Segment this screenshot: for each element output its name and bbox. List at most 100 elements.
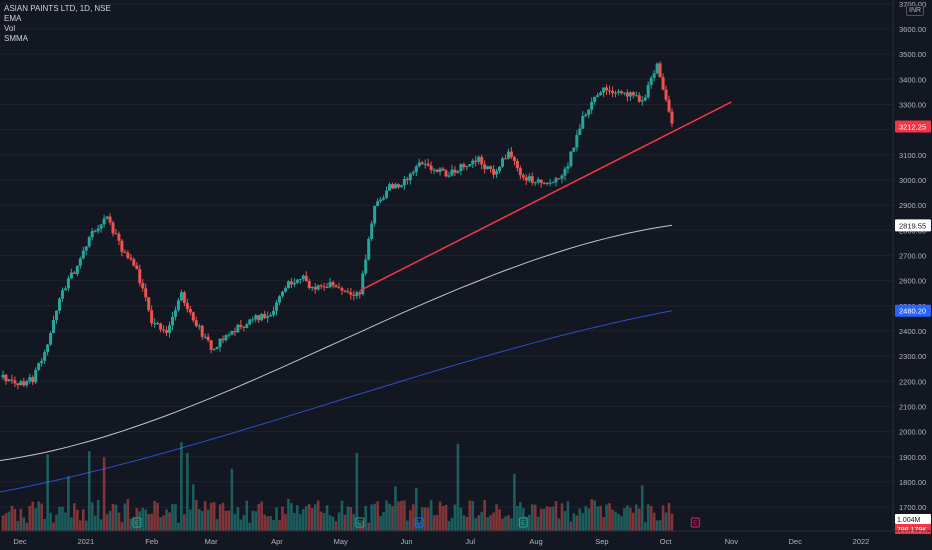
price-tick-label: 1700.00 xyxy=(899,503,926,512)
price-tick-label: 3000.00 xyxy=(899,176,926,185)
candle-body xyxy=(581,116,585,129)
ema-line xyxy=(0,224,673,461)
volume-bar xyxy=(129,518,133,531)
volume-bar xyxy=(22,517,26,531)
candle-body xyxy=(263,313,267,318)
candle-body xyxy=(165,330,169,333)
candle-body xyxy=(34,369,38,383)
candle-body xyxy=(646,84,650,98)
volume-bar xyxy=(31,501,35,531)
volume-bar xyxy=(477,515,481,531)
volume-bar xyxy=(84,520,88,531)
candle-body xyxy=(156,323,160,325)
candle-body xyxy=(512,157,516,161)
candle-body xyxy=(55,310,59,320)
currency-badge[interactable]: INR xyxy=(906,5,925,16)
volume-bar xyxy=(420,507,424,531)
candle-body xyxy=(63,288,67,291)
candle-body xyxy=(367,238,371,260)
volume-bar xyxy=(319,511,323,531)
volume-bar xyxy=(435,514,439,531)
legend-ema[interactable]: EMA xyxy=(4,14,22,23)
candle-body xyxy=(227,334,231,336)
price-badge-label: 3212.25 xyxy=(899,123,926,132)
volume-bar xyxy=(141,507,145,531)
candle-body xyxy=(622,92,626,94)
volume-bar xyxy=(254,511,258,531)
volume-bar xyxy=(530,504,534,531)
volume-bar xyxy=(533,504,537,531)
candle-body xyxy=(206,336,210,341)
volume-bar xyxy=(299,514,302,531)
volume-bar xyxy=(105,514,109,531)
volume-bar xyxy=(578,508,582,531)
candle-body xyxy=(459,164,463,172)
volume-bar xyxy=(605,504,608,531)
candle-body xyxy=(28,377,32,382)
candle-body xyxy=(179,292,183,301)
volume-bar xyxy=(239,519,243,531)
candle-body xyxy=(224,335,228,341)
chart-legend: ASIAN PAINTS LTD, 1D, NSE EMA Vol SMMA xyxy=(4,4,111,44)
event-marker-label: E xyxy=(521,520,526,527)
price-tick-label: 3600.00 xyxy=(899,25,926,34)
volume-bar xyxy=(168,512,171,531)
legend-smma[interactable]: SMMA xyxy=(4,34,28,43)
candle-body xyxy=(634,95,638,97)
volume-bar xyxy=(275,507,278,531)
price-tick-label: 2100.00 xyxy=(899,402,926,411)
legend-symbol[interactable]: ASIAN PAINTS LTD, 1D, NSE xyxy=(4,4,111,13)
candle-body xyxy=(10,379,14,381)
time-tick-label: Feb xyxy=(145,537,158,546)
candle-body xyxy=(7,379,11,382)
volume-bar xyxy=(501,518,504,531)
candle-body xyxy=(655,63,659,74)
volume-bar xyxy=(328,515,332,531)
candle-body xyxy=(138,269,142,284)
volume-bar xyxy=(465,516,469,531)
volume-bar xyxy=(590,499,594,531)
candle-body xyxy=(527,176,531,181)
candle-body xyxy=(346,291,350,293)
candle-body xyxy=(75,265,79,274)
price-badge-label: 2819.55 xyxy=(899,221,926,230)
volume-bar xyxy=(40,503,43,531)
volume-bar xyxy=(599,505,602,531)
time-tick-label: 2022 xyxy=(853,537,870,546)
candle-body xyxy=(370,223,374,239)
candle-body xyxy=(652,73,656,78)
legend-vol[interactable]: Vol xyxy=(4,24,16,33)
volume-bar xyxy=(111,503,115,531)
volume-bar xyxy=(171,504,174,531)
volume-bar xyxy=(575,515,579,531)
volume-bar xyxy=(269,516,272,531)
candle-body xyxy=(322,286,326,288)
candle-body xyxy=(578,128,582,135)
candle-body xyxy=(209,340,213,350)
volume-bar xyxy=(114,504,118,531)
event-marker-label: E xyxy=(135,520,140,527)
volume-bar xyxy=(667,502,671,531)
volume-bar xyxy=(156,502,159,531)
candle-body xyxy=(545,182,549,184)
volume-bar xyxy=(180,442,183,531)
price-tick-label: 3700.00 xyxy=(899,0,926,9)
price-badge-label: 2480.20 xyxy=(899,307,926,316)
volume-bar xyxy=(138,511,142,531)
candle-body xyxy=(269,315,273,317)
candle-body xyxy=(411,172,415,174)
volume-bar xyxy=(73,503,76,531)
volume-bar xyxy=(150,513,153,531)
volume-bar xyxy=(304,506,308,531)
candle-body xyxy=(364,259,368,274)
candle-body xyxy=(126,252,130,258)
volume-bar xyxy=(209,502,213,531)
price-tick-label: 3400.00 xyxy=(899,75,926,84)
volume-bar xyxy=(453,504,457,531)
candle-body xyxy=(334,285,338,288)
volume-bar xyxy=(132,517,136,531)
candle-body xyxy=(417,162,421,167)
candle-body xyxy=(388,184,392,191)
candle-body xyxy=(569,151,573,167)
